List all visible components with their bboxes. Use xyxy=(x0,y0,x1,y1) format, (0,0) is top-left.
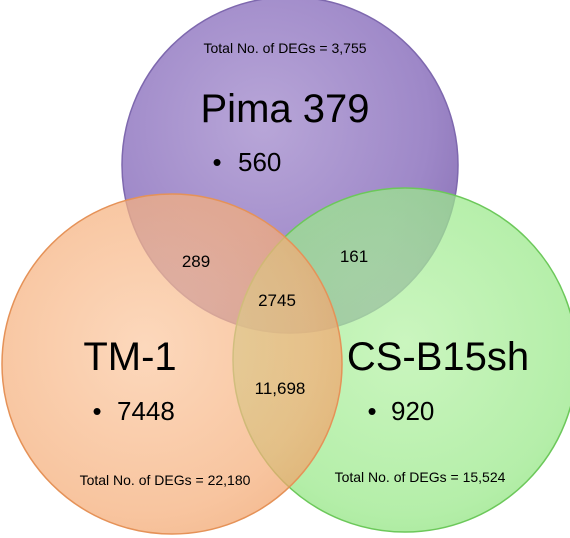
set-circle-tm1 xyxy=(1,193,343,535)
csb15sh-unique-count: 920 xyxy=(391,396,434,426)
tm1-total-label: Total No. of DEGs = 22,180 xyxy=(80,472,251,488)
overlap-all-three: 2745 xyxy=(258,291,296,310)
tm1-unique-count: 7448 xyxy=(117,396,175,426)
overlap-pima-tm1: 289 xyxy=(182,252,210,271)
tm1-bullet: • xyxy=(92,396,101,426)
overlap-tm1-csb15sh: 11,698 xyxy=(255,379,306,398)
csb15sh-set-name: CS-B15sh xyxy=(347,335,529,379)
pima-total-label: Total No. of DEGs = 3,755 xyxy=(203,40,366,56)
pima-bullet: • xyxy=(212,147,221,177)
csb15sh-total-label: Total No. of DEGs = 15,524 xyxy=(335,469,506,485)
pima-unique-count: 560 xyxy=(238,147,281,177)
pima-set-name: Pima 379 xyxy=(201,87,370,131)
overlap-pima-csb15sh: 161 xyxy=(340,247,368,266)
csb15sh-bullet: • xyxy=(367,396,376,426)
tm1-set-name: TM-1 xyxy=(83,335,176,379)
